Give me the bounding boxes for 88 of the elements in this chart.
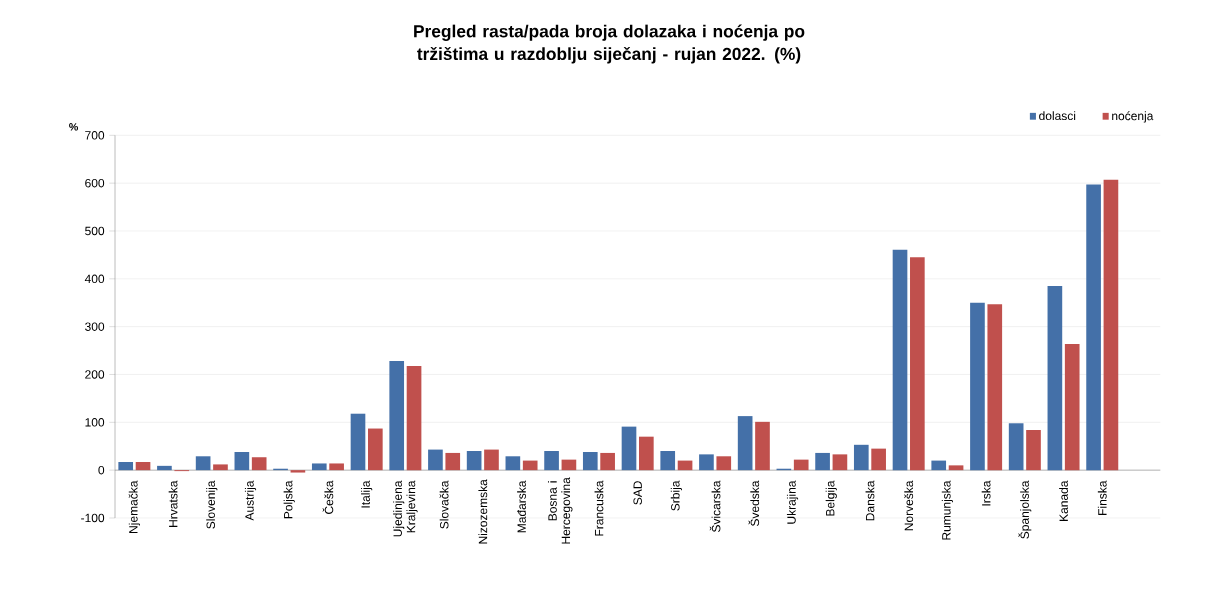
y-tick-label: 100 <box>85 418 105 427</box>
legend-label: noćenja <box>1112 111 1154 123</box>
bar <box>484 449 499 471</box>
y-tick-label: 200 <box>85 370 105 379</box>
bar <box>815 452 830 471</box>
x-tick-label: Belgija <box>825 480 837 516</box>
bar <box>1047 286 1063 471</box>
x-tick-label: Poljska <box>283 480 295 519</box>
bar <box>389 361 405 471</box>
bar <box>290 470 306 473</box>
x-tick-label: Danska <box>865 480 875 521</box>
bar <box>892 249 908 471</box>
x-tick-label: Bosna i Hercegovina <box>547 477 573 544</box>
x-tick-label: Španjolska <box>1018 480 1032 539</box>
x-tick-label: Norveška <box>904 480 914 531</box>
bar <box>195 456 211 471</box>
x-tick-label: Ujedinjena Kraljevina <box>393 480 418 537</box>
bar <box>755 421 770 471</box>
legend-label: dolasci <box>1039 111 1076 121</box>
bar <box>1064 343 1080 471</box>
bar <box>948 465 964 471</box>
bar <box>970 302 985 471</box>
x-tick-label: Hrvatska <box>168 480 178 527</box>
bar <box>699 454 714 471</box>
bar <box>639 436 654 471</box>
bar <box>157 465 172 471</box>
y-tick-label: 700 <box>85 131 105 140</box>
bar <box>677 460 693 471</box>
bar <box>1103 179 1119 471</box>
bar <box>1026 429 1041 471</box>
y-tick-label: 500 <box>85 226 105 236</box>
x-tick-label: Francuska <box>594 480 604 536</box>
bar <box>544 451 559 471</box>
bar <box>910 257 925 471</box>
x-tick-label: Nizozemska <box>478 479 488 544</box>
x-tick-label: Italija <box>361 480 373 508</box>
bar <box>445 452 461 471</box>
y-tick-label: 600 <box>85 178 105 188</box>
x-tick-label: Češka <box>322 480 334 514</box>
chart-title: Pregled rasta/pada broja dolazaka i noćenja po tržištima u razdoblju siječanj - rujan 2022. (%) <box>414 24 805 64</box>
bar <box>931 460 947 471</box>
x-tick-label: Finska <box>1097 480 1107 515</box>
x-tick-label: Srbija <box>670 480 682 511</box>
bar <box>987 304 1003 471</box>
x-tick-label: Irska <box>981 480 991 506</box>
bar <box>582 451 598 471</box>
x-tick-label: Ukrajina <box>786 480 799 524</box>
bar <box>832 454 848 471</box>
x-tick-label: Njemačka <box>128 480 140 533</box>
bar <box>350 413 366 471</box>
bar <box>737 416 753 471</box>
bar <box>406 365 422 471</box>
bar <box>522 460 538 471</box>
x-tick-label: Švicarska <box>709 480 721 533</box>
bar <box>561 459 577 471</box>
bar <box>853 444 869 471</box>
bar <box>367 428 383 471</box>
bar <box>234 451 250 471</box>
x-tick-label: Slovačka <box>439 480 449 529</box>
x-tick-label: Kanada <box>1059 480 1068 521</box>
bar <box>871 448 886 471</box>
x-tick-label: Austrija <box>244 480 257 521</box>
bar <box>311 463 327 471</box>
bar <box>1086 184 1101 471</box>
bar <box>135 462 151 471</box>
x-tick-label: Švedska <box>748 480 760 527</box>
bar <box>716 456 732 471</box>
bar <box>428 449 443 471</box>
x-tick-label: Rumunjska <box>941 480 953 540</box>
bar <box>600 452 615 471</box>
y-tick-label: 0 <box>98 465 105 475</box>
bar <box>505 456 521 471</box>
bar <box>793 459 809 471</box>
bar <box>466 451 482 471</box>
bar <box>1008 423 1024 471</box>
y-tick-label: 300 <box>85 322 105 331</box>
y-axis-title: % <box>69 123 79 131</box>
bar <box>251 457 267 471</box>
x-tick-label: Slovenija <box>206 480 218 529</box>
x-tick-label: SAD <box>633 481 642 505</box>
bar <box>118 462 134 471</box>
y-tick-label: -100 <box>81 513 105 523</box>
bar <box>213 464 228 471</box>
bar <box>660 451 676 471</box>
bar <box>621 426 637 471</box>
x-tick-label: Mađarska <box>517 480 526 533</box>
y-tick-label: 400 <box>84 274 105 284</box>
bar <box>329 463 344 471</box>
